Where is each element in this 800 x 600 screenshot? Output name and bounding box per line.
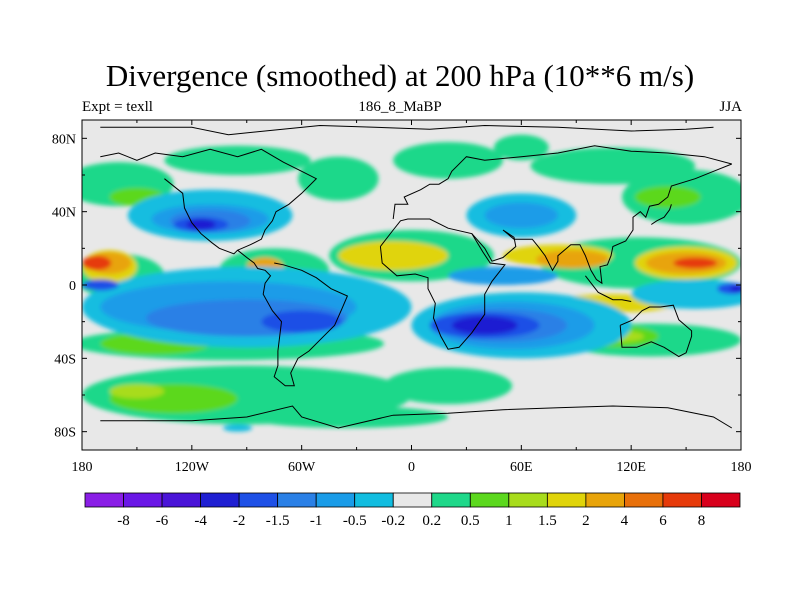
coastline-2 bbox=[164, 178, 238, 255]
contour-region-4 bbox=[493, 134, 549, 161]
colorbar-label-9: 0.5 bbox=[461, 513, 480, 529]
coastline-3 bbox=[379, 218, 506, 350]
season-label: JJA bbox=[719, 99, 742, 115]
coastline-0 bbox=[100, 124, 714, 136]
y-axis: 80N 40N 0 40S 80S bbox=[52, 132, 741, 441]
experiment-label: Expt = texll bbox=[82, 99, 153, 115]
contour-region-53 bbox=[451, 316, 518, 335]
y-tick-label-0: 80N bbox=[52, 132, 76, 147]
colorbar-label-1: -6 bbox=[156, 513, 169, 529]
colorbar-swatch-12 bbox=[546, 492, 587, 508]
x-tick-label-1: 120W bbox=[175, 460, 210, 475]
contour-region-49 bbox=[261, 310, 342, 333]
colorbar-label-12: 2 bbox=[582, 513, 590, 529]
colorbar-swatch-15 bbox=[662, 492, 702, 508]
run-label: 186_8_MaBP bbox=[358, 99, 442, 115]
y-tick-label-4: 80S bbox=[54, 426, 76, 441]
contour-region-55 bbox=[222, 424, 253, 432]
colorbar-label-7: -0.2 bbox=[381, 513, 405, 529]
colorbar-swatch-5 bbox=[277, 492, 317, 508]
contour-region-33 bbox=[673, 257, 718, 269]
x-axis: 180 120W 60W 0 60E 120E 180 bbox=[72, 120, 752, 475]
coastline-8 bbox=[585, 275, 632, 302]
colorbar-label-2: -4 bbox=[194, 513, 207, 529]
y-tick-label-2: 0 bbox=[69, 279, 76, 294]
colorbar-swatch-4 bbox=[238, 492, 279, 508]
chart-title: Divergence (smoothed) at 200 hPa (10**6 … bbox=[105, 58, 695, 93]
contour-region-40 bbox=[484, 202, 558, 229]
colorbar-label-13: 4 bbox=[621, 513, 629, 529]
contour-region-24 bbox=[338, 241, 449, 271]
contour-fill-layer bbox=[82, 134, 741, 432]
colorbar-label-10: 1 bbox=[505, 513, 513, 529]
colorbar-swatch-8 bbox=[392, 492, 433, 508]
x-tick-label-3: 0 bbox=[408, 460, 415, 475]
contour-region-43 bbox=[448, 266, 558, 286]
x-tick-label-5: 120E bbox=[616, 460, 646, 475]
colorbar-label-6: -0.5 bbox=[343, 513, 367, 529]
contour-region-3 bbox=[393, 142, 504, 179]
colorbar-label-0: -8 bbox=[117, 513, 130, 529]
colorbar-swatch-16 bbox=[701, 492, 741, 508]
coastline-5 bbox=[471, 163, 732, 285]
coastline-7 bbox=[100, 405, 733, 429]
coastline-4 bbox=[392, 145, 732, 220]
contour-region-38 bbox=[631, 279, 741, 309]
contour-region-14 bbox=[384, 367, 513, 405]
contour-region-2 bbox=[298, 156, 379, 201]
colorbar-swatch-9 bbox=[431, 492, 471, 508]
y-tick-label-3: 40S bbox=[54, 352, 76, 367]
colorbar: -8 -6 -4 -2 -1.5 -1 -0.5 -0.2 0.2 0.5 1 1.5 2 4 6 8 bbox=[84, 492, 741, 529]
contour-region-32 bbox=[82, 255, 112, 271]
x-tick-label-6: 180 bbox=[731, 460, 752, 475]
colorbar-label-15: 8 bbox=[698, 513, 706, 529]
colorbar-label-11: 1.5 bbox=[538, 513, 557, 529]
contour-region-30 bbox=[535, 250, 610, 269]
colorbar-swatch-1 bbox=[123, 492, 163, 508]
colorbar-swatch-2 bbox=[161, 492, 201, 508]
colorbar-swatch-10 bbox=[469, 492, 510, 508]
colorbar-label-4: -1.5 bbox=[266, 513, 290, 529]
x-tick-label-2: 60W bbox=[288, 460, 316, 475]
contour-region-47 bbox=[82, 279, 119, 291]
contour-region-1 bbox=[164, 145, 311, 175]
colorbar-swatch-11 bbox=[508, 492, 548, 508]
colorbar-label-3: -2 bbox=[233, 513, 246, 529]
colorbar-swatch-6 bbox=[315, 492, 356, 508]
coastline-9 bbox=[651, 204, 672, 225]
colorbar-swatch-13 bbox=[585, 492, 625, 508]
colorbar-label-8: 0.2 bbox=[422, 513, 441, 529]
coastline-layer bbox=[100, 124, 733, 429]
colorbar-swatch-0 bbox=[84, 492, 124, 508]
y-tick-label-1: 40N bbox=[52, 206, 76, 221]
contour-region-21 bbox=[109, 384, 165, 399]
colorbar-label-5: -1 bbox=[310, 513, 323, 529]
colorbar-label-14: 6 bbox=[659, 513, 667, 529]
colorbar-swatch-14 bbox=[624, 492, 664, 508]
x-tick-label-4: 60E bbox=[510, 460, 533, 475]
x-tick-label-0: 180 bbox=[72, 460, 93, 475]
colorbar-swatch-3 bbox=[200, 492, 240, 508]
colorbar-swatch-7 bbox=[354, 492, 394, 508]
contour-region-54 bbox=[730, 285, 741, 293]
coastline-1 bbox=[100, 148, 349, 387]
contour-region-52 bbox=[186, 219, 216, 230]
coastline-6 bbox=[619, 304, 693, 358]
